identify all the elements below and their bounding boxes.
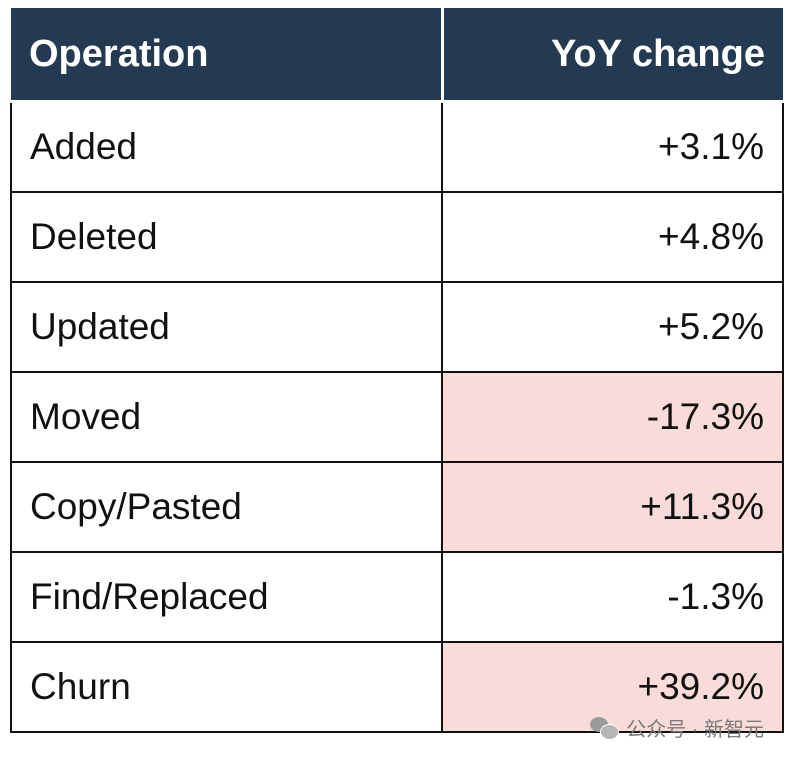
yoy-change-cell: -17.3% <box>441 371 784 463</box>
watermark-text: 公众号 · 新智元 <box>626 719 764 741</box>
yoy-change-cell: +39.2% <box>441 641 784 733</box>
yoy-change-table: Operation YoY change Added +3.1% Deleted +4… <box>10 8 784 733</box>
operation-cell: Moved <box>10 371 443 463</box>
column-header-yoy-change: YoY change <box>442 8 783 103</box>
table-row: Deleted +4.8% <box>10 191 784 283</box>
yoy-change-cell: +4.8% <box>441 191 784 283</box>
operation-cell: Added <box>10 100 443 193</box>
yoy-change-cell: +11.3% <box>441 461 784 553</box>
table-body: Added +3.1% Deleted +4.8% Updated +5.2% Moved -… <box>10 100 784 733</box>
watermark: 公众号 · 新智元 <box>590 713 764 742</box>
wechat-icon <box>590 716 620 740</box>
header-row: Operation YoY change <box>11 8 783 103</box>
data-table-container: Operation YoY change Added +3.1% Deleted +4… <box>10 8 784 733</box>
operation-cell: Updated <box>10 281 443 373</box>
table-row: Find/Replaced -1.3% <box>10 551 784 643</box>
operation-cell: Copy/Pasted <box>10 461 443 553</box>
operation-cell: Churn <box>10 641 443 733</box>
yoy-change-cell: -1.3% <box>441 551 784 643</box>
operation-cell: Deleted <box>10 191 443 283</box>
yoy-change-cell: +5.2% <box>441 281 784 373</box>
column-header-operation: Operation <box>11 8 444 103</box>
table-row: Added +3.1% <box>10 100 784 193</box>
table-row: Updated +5.2% <box>10 281 784 373</box>
yoy-change-cell: +3.1% <box>441 100 784 193</box>
table-row: Moved -17.3% <box>10 371 784 463</box>
table-row: Churn +39.2% <box>10 641 784 733</box>
table-row: Copy/Pasted +11.3% <box>10 461 784 553</box>
operation-cell: Find/Replaced <box>10 551 443 643</box>
